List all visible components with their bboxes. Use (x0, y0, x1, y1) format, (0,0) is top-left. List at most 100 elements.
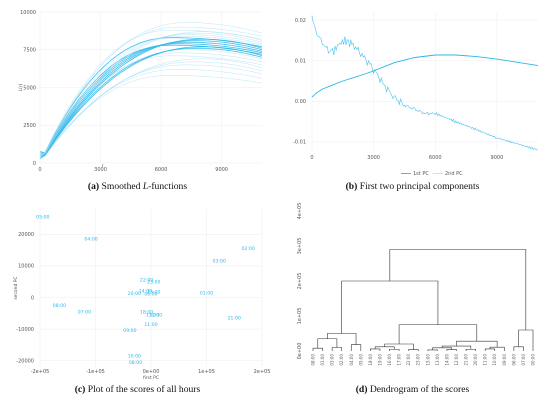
y-axis-label: second PC (13, 276, 19, 299)
dendrogram-leaf-label: 20:00 (473, 354, 478, 366)
dendrogram-leaf-label: 01:00 (320, 354, 325, 366)
dendrogram-link (389, 249, 527, 330)
panel-a-smoothed-l-functions: 0 3000 6000 9000 0 2500 5000 7500 10000 L(r) r (0, 0, 275, 200)
y-tick-label: -10000 (16, 327, 34, 333)
caption-c-text: Plot of the scores of all hours (87, 384, 201, 395)
caption-a-tag: (a) (87, 181, 100, 192)
dendrogram-link (341, 280, 439, 334)
dendrogram-link (327, 333, 357, 345)
x-tick-label: 0 (310, 155, 313, 161)
dendrogram-link (518, 329, 534, 351)
chart-c-svg: -2e+05 -1e+05 0e+00 1e+05 2e+05 20000 10000 0 -1… (13, 209, 271, 381)
score-point-label: 23:00 (147, 279, 160, 285)
x-tick-label: 6000 (155, 167, 168, 173)
dendrogram-leaf-label: 04:00 (349, 354, 354, 366)
dendrogram-leaf-label: 06:00 (511, 354, 516, 366)
dendrogram-link (317, 338, 338, 349)
dendrogram-leaf-label: 02:00 (339, 354, 344, 366)
y-tick-label: 1e+05 (297, 308, 303, 325)
score-point-label: 01:00 (200, 290, 213, 296)
score-point-label: 03:00 (213, 259, 226, 265)
l-function-curve (39, 31, 263, 155)
panel-c-scores-scatter: -2e+05 -1e+05 0e+00 1e+05 2e+05 20000 10000 0 -1… (0, 201, 275, 401)
dendrogram-leaf-label: 13:00 (435, 354, 440, 366)
x-tick-label: 0e+00 (143, 369, 160, 375)
y-tick-label: -20000 (16, 358, 34, 364)
panel-b-principal-components: 0 3000 6000 9000 0.02 0.01 0.00 -0.01 1st PC 2nd … (275, 0, 550, 200)
caption-b-tag: (b) (345, 181, 358, 192)
x-axis-label: first PC (143, 375, 159, 381)
score-point-label: 07:00 (78, 309, 91, 315)
score-point-label: 13:00 (146, 312, 159, 318)
l-function-curve (39, 34, 263, 157)
score-point-label: 18:00 (140, 309, 153, 315)
score-point-label: 12:00 (149, 312, 162, 318)
x-tick-label: 2e+05 (254, 369, 271, 375)
x-tick-label: 3000 (367, 155, 380, 161)
dendrogram-leaf-label: 00:00 (531, 354, 536, 366)
legend-2nd-pc-label: 2nd PC (445, 171, 463, 177)
l-function-curve (39, 26, 263, 157)
caption-c-tag: (c) (74, 384, 86, 395)
l-function-curve (39, 35, 263, 159)
score-point-label: 15:00 (147, 290, 160, 296)
l-function-curve (39, 64, 263, 157)
x-tick-label: -1e+05 (86, 369, 105, 375)
dendrogram-leaf-label: 11:00 (483, 354, 488, 366)
dendrogram-leaf-label: 17:00 (397, 354, 402, 366)
chart-a-svg: 0 3000 6000 9000 0 2500 5000 7500 10000 L(r) r (18, 10, 263, 173)
score-point-label: 05:00 (36, 214, 49, 220)
x-tick-label: 0 (38, 167, 41, 173)
x-tick-label: 9000 (491, 155, 504, 161)
score-point-label: 06:00 (144, 292, 157, 298)
y-axis-label: L(r) (18, 83, 24, 91)
l-function-curve (39, 40, 263, 157)
y-tick-label: 3e+05 (297, 238, 303, 255)
l-function-curve (39, 61, 263, 157)
y-tick-label: 2500 (23, 123, 36, 129)
y-tick-label: 4e+05 (297, 203, 303, 220)
y-tick-label: 0.01 (295, 59, 306, 65)
dendrogram-leaf-label: 15:00 (425, 354, 430, 366)
dendrogram-link (456, 340, 498, 348)
caption-d-tag: (d) (355, 384, 368, 395)
l-function-curve (39, 29, 263, 159)
l-function-curve (39, 47, 263, 159)
dendrogram-link (312, 347, 323, 351)
y-tick-label: 0.00 (295, 99, 306, 105)
dendrogram-leaf-label: 10:00 (492, 354, 497, 366)
l-function-curve (39, 58, 263, 159)
dendrogram-leaf-label: 12:00 (454, 354, 459, 366)
caption-a-pre: Smoothed (101, 181, 143, 192)
dendrogram-link (331, 347, 342, 351)
x-tick-label: 1e+05 (198, 369, 215, 375)
dendrogram-leaf-label: 09:00 (502, 354, 507, 366)
y-tick-label: 10000 (20, 10, 36, 16)
dendrogram-leaf-label: 21:00 (464, 354, 469, 366)
y-tick-label: 0.02 (295, 18, 306, 24)
caption-b: (b) First two principal components (275, 181, 550, 192)
l-function-curve (39, 22, 263, 155)
dendrogram-link (389, 348, 400, 351)
dendrogram-leaf-label: 16:00 (387, 354, 392, 366)
y-tick-label: 7500 (23, 48, 36, 54)
dendrogram-link (484, 348, 496, 351)
dendrogram-leaf-label: 19:00 (377, 354, 382, 366)
y-tick-label: 2e+05 (297, 273, 303, 290)
dendrogram-leaf-label: 23:00 (416, 354, 421, 366)
dendrogram-link (513, 346, 524, 351)
series-1st-pc-line (311, 54, 539, 98)
x-tick-label: 3000 (94, 167, 107, 173)
series-2nd-pc-line (311, 16, 539, 151)
dendrogram-leaf-label: 14:00 (444, 354, 449, 366)
y-tick-label: -0.01 (293, 140, 306, 146)
dendrogram-leaf-label: 07:00 (521, 354, 526, 366)
x-tick-label: -2e+05 (31, 369, 50, 375)
l-function-curve (40, 32, 263, 155)
caption-d-text: Dendrogram of the scores (369, 384, 470, 395)
dendrogram-link (350, 344, 362, 351)
score-point-label: 10:00 (128, 354, 141, 360)
dendrogram-leaf-label: 22:00 (406, 354, 411, 366)
dendrogram-leaf-label: 05:00 (358, 354, 363, 366)
score-point-label: 11:00 (144, 322, 157, 328)
